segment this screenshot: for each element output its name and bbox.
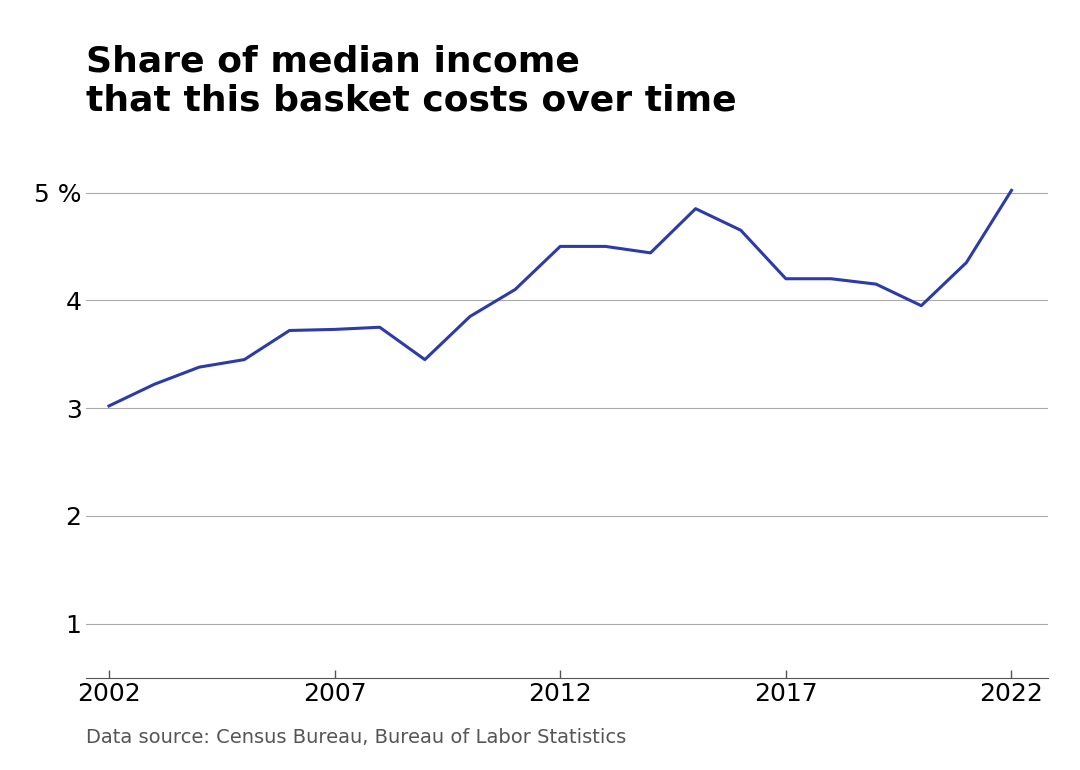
- Text: Share of median income
that this basket costs over time: Share of median income that this basket …: [86, 45, 737, 118]
- Text: Data source: Census Bureau, Bureau of Labor Statistics: Data source: Census Bureau, Bureau of La…: [86, 728, 626, 747]
